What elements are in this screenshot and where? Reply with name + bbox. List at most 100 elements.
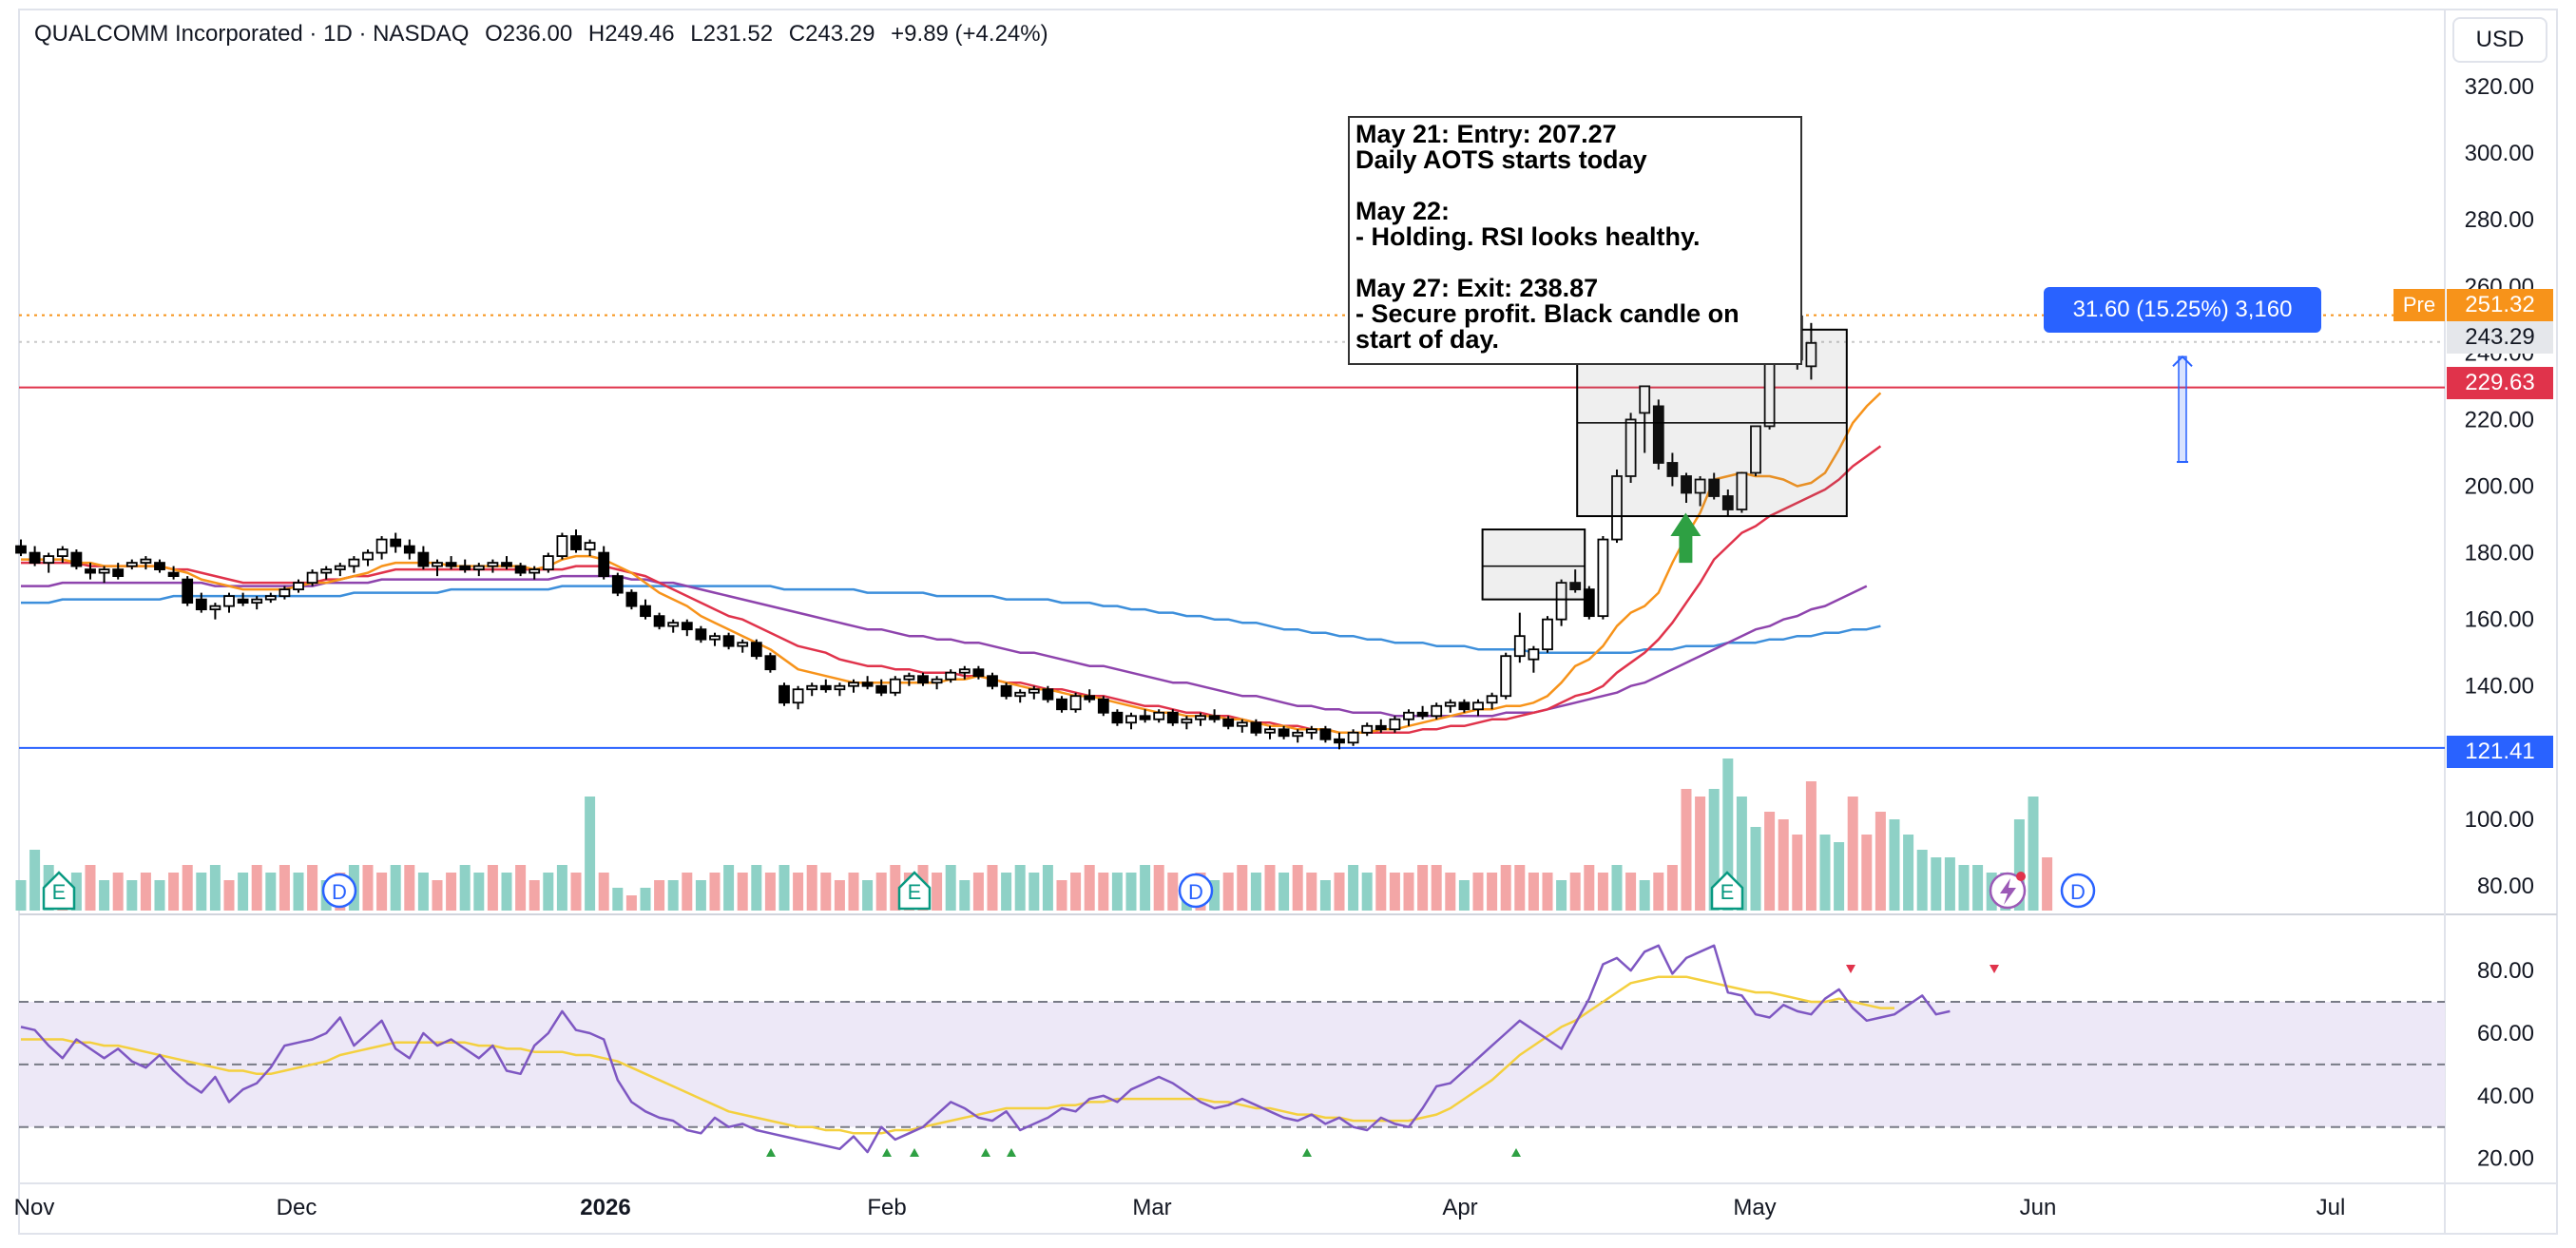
candle-body: [445, 562, 457, 567]
time-tick-label: Feb: [867, 1195, 906, 1220]
volume-bar: [945, 865, 956, 911]
time-tick-label: Jul: [2316, 1195, 2346, 1220]
candle-body: [1403, 711, 1414, 720]
measure-label[interactable]: 31.60 (15.25%) 3,160: [2044, 287, 2321, 333]
volume-bar: [667, 880, 679, 911]
support-price-tag: 121.41: [2447, 736, 2553, 768]
volume-bar: [612, 888, 624, 911]
candle-body: [98, 568, 110, 574]
symbol-line: QUALCOMM Incorporated · 1D · NASDAQ: [34, 21, 470, 47]
volume-bar: [1819, 835, 1831, 911]
note-line: - Holding. RSI looks healthy.: [1355, 222, 1701, 251]
rsi-oversold-marker: [910, 1148, 919, 1157]
volume-bar: [1708, 789, 1720, 911]
volume-bar: [238, 873, 249, 911]
volume-bar: [1458, 880, 1470, 911]
candle-body: [1264, 728, 1276, 734]
volume-bar: [1264, 865, 1276, 911]
volume-bar: [1472, 873, 1484, 911]
volume-bar: [1681, 789, 1692, 911]
volume-bar: [1111, 873, 1123, 911]
candle-body: [154, 562, 165, 570]
candle-body: [1513, 635, 1526, 658]
candle-body: [1028, 688, 1040, 694]
candle-body: [1236, 721, 1248, 727]
candle-body: [1652, 405, 1664, 464]
candle-body: [279, 588, 291, 598]
volume-bar: [1292, 865, 1303, 911]
candle-body: [1014, 691, 1027, 698]
candle-body: [432, 562, 443, 567]
volume-bar: [695, 880, 706, 911]
volume-bar: [1514, 865, 1526, 911]
rsi-oversold-marker: [882, 1148, 892, 1157]
svg-text:D: D: [1188, 880, 1203, 904]
trade-note[interactable]: May 21: Entry: 207.27 Daily AOTS starts …: [1348, 116, 1802, 365]
price-tick-label: 220.00: [2465, 407, 2534, 432]
price-tick-label: 320.00: [2465, 74, 2534, 100]
candle-body: [195, 598, 207, 611]
volume-bar: [972, 873, 984, 911]
candle-body: [43, 555, 55, 564]
volume-bar: [598, 873, 609, 911]
note-line: - Secure profit. Black candle on: [1355, 299, 1740, 328]
currency-button[interactable]: USD: [2452, 17, 2547, 63]
volume-bar: [556, 865, 567, 911]
volume-bar: [1569, 873, 1581, 911]
svg-text:D: D: [332, 880, 347, 904]
candle-body: [1000, 684, 1012, 698]
candle-body: [417, 551, 430, 567]
volume-bar: [820, 873, 832, 911]
rsi-overbought-marker: [1846, 965, 1855, 973]
volume-bar: [1140, 865, 1151, 911]
volume-bar: [1222, 873, 1234, 911]
volume-bar: [501, 873, 512, 911]
volume-bar: [404, 865, 415, 911]
volume-bar: [764, 873, 776, 911]
price-tick-label: 160.00: [2465, 607, 2534, 633]
symbol-header: QUALCOMM Incorporated · 1D · NASDAQ O236…: [34, 21, 1058, 48]
candle-body: [1347, 731, 1359, 744]
svg-text:E: E: [1721, 880, 1735, 904]
earnings-icon: E: [1710, 871, 1744, 911]
candle-body: [584, 542, 596, 550]
volume-bar: [1625, 873, 1637, 911]
volume-bar: [70, 873, 82, 911]
candle-body: [1458, 701, 1471, 711]
candle-body: [85, 568, 96, 574]
time-tick-label: Jun: [2020, 1195, 2057, 1220]
volume-bar: [1736, 797, 1747, 911]
rsi-line: [20, 944, 1951, 1154]
volume-bar: [1098, 873, 1109, 911]
candle-body: [1569, 582, 1582, 591]
volume-bar: [446, 873, 457, 911]
rsi-oversold-marker: [1511, 1148, 1521, 1157]
volume-bar: [1014, 865, 1026, 911]
candle-body: [1375, 724, 1387, 731]
candle-body: [112, 568, 125, 578]
candle-body: [598, 551, 610, 578]
volume-bar: [209, 865, 221, 911]
premarket-label: Pre: [2393, 289, 2445, 321]
candle-body: [1708, 478, 1721, 497]
volume-bar: [1167, 873, 1179, 911]
candle-body: [1694, 478, 1706, 494]
candle-body: [1222, 718, 1235, 727]
candle-body: [487, 562, 499, 567]
candle-body: [167, 571, 180, 578]
earnings-icon: E: [897, 871, 932, 911]
time-tick-label: 2026: [580, 1195, 630, 1220]
volume-bar: [1556, 880, 1567, 911]
candle-body: [1805, 341, 1817, 368]
volume-bar: [1792, 835, 1803, 911]
candle-body: [709, 635, 721, 641]
volume-bar: [1319, 880, 1331, 911]
candle-body: [667, 622, 680, 627]
volume-bar: [1972, 865, 1984, 911]
candle-body: [1208, 715, 1221, 720]
flash-event-bolt: [2000, 878, 2016, 905]
candle-body: [209, 605, 221, 611]
volume-bar: [293, 873, 304, 911]
candle-body: [403, 545, 415, 554]
